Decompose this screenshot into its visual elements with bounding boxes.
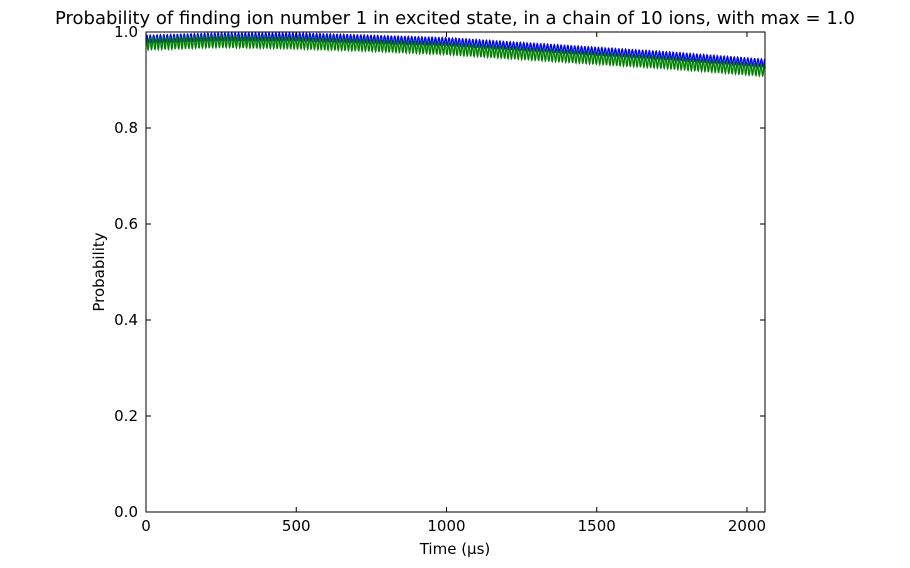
x-tick-label: 1000	[427, 517, 465, 535]
x-axis-label: Time (μs)	[419, 540, 491, 558]
x-tick-label: 2000	[728, 517, 766, 535]
y-tick-label: 0.8	[114, 119, 138, 137]
y-axis-ticks: 0.0 0.2 0.4 0.6 0.8 1.0	[114, 23, 765, 521]
x-axis-ticks: 0 500 1000 1500 2000	[141, 32, 766, 535]
x-tick-label: 0	[141, 517, 151, 535]
y-tick-label: 0.2	[114, 407, 138, 425]
y-tick-label: 0.0	[114, 503, 138, 521]
x-tick-label: 500	[282, 517, 311, 535]
y-tick-label: 0.4	[114, 311, 138, 329]
y-tick-label: 1.0	[114, 23, 138, 41]
plot-area	[145, 31, 766, 513]
series-layer	[145, 31, 766, 78]
chart-title: Probability of finding ion number 1 in e…	[55, 8, 855, 29]
series-line-2	[145, 33, 766, 78]
plot-frame	[145, 31, 766, 513]
y-axis-label: Probability	[90, 232, 108, 311]
x-tick-label: 1500	[578, 517, 616, 535]
y-tick-label: 0.6	[114, 215, 138, 233]
